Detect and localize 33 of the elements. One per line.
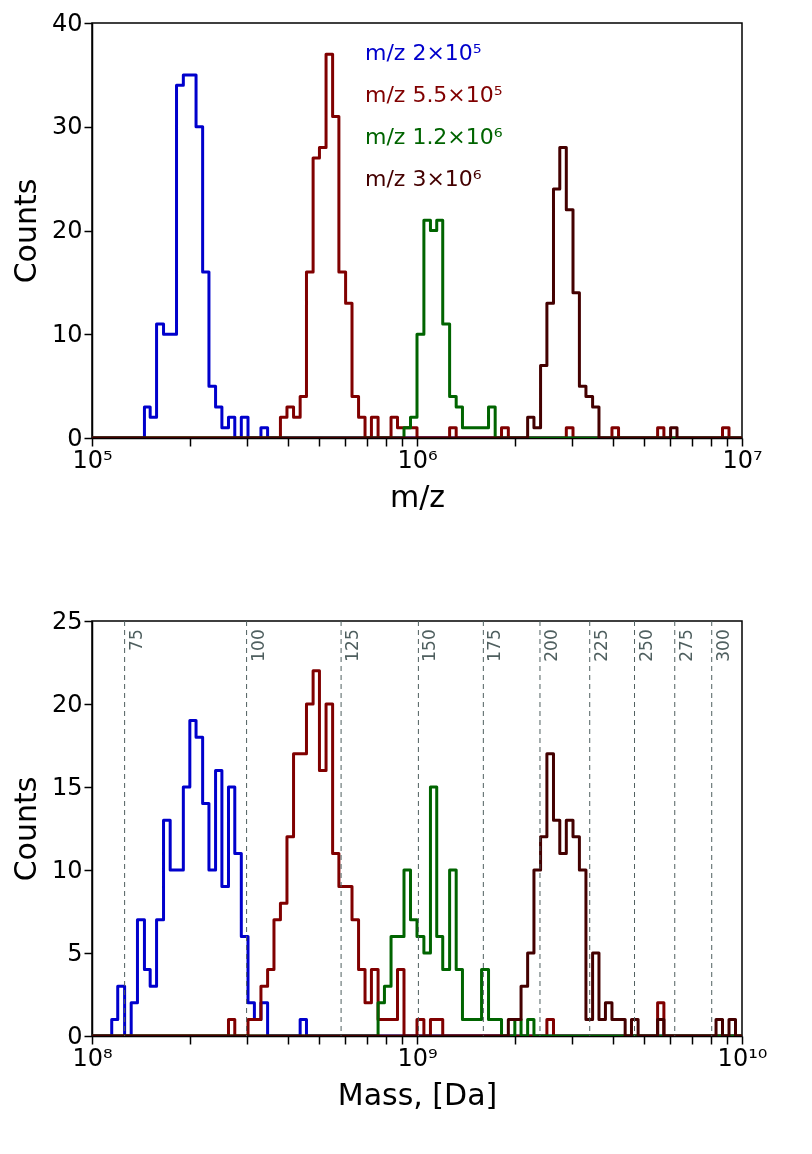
- x-tick-label: 10⁵: [72, 445, 113, 474]
- annotation: 125: [342, 629, 363, 662]
- annotation: 150: [419, 629, 440, 662]
- annotation: 75: [125, 629, 146, 651]
- text: m/z 2×10⁵: [365, 40, 482, 65]
- annotation: 200: [540, 629, 561, 662]
- y-tick-label: 15: [51, 772, 83, 801]
- annotation: 300: [712, 629, 733, 662]
- y-tick-label: 40: [51, 8, 83, 37]
- x-axis-title: Mass, [Da]: [337, 1076, 498, 1112]
- y-tick-label: 10: [51, 855, 83, 884]
- annotation: 225: [590, 629, 611, 662]
- x-tick-label: 10⁸: [72, 1043, 113, 1072]
- y-tick-label: 25: [51, 606, 83, 635]
- series-label: m/z 5.5×10⁵: [365, 82, 503, 107]
- y-tick-label: 20: [51, 216, 83, 244]
- x-tick-label: 10⁶: [397, 445, 438, 474]
- y-tick-label: 20: [51, 689, 83, 718]
- y-axis-title: Counts: [7, 178, 43, 284]
- y-tick-label: 5: [67, 938, 83, 967]
- x-tick-label: 10¹⁰: [717, 1043, 768, 1072]
- y-tick-label: 10: [51, 319, 83, 348]
- text: m/z 1.2×10⁶: [365, 124, 503, 149]
- annotation: 250: [635, 629, 656, 662]
- annotation: 100: [247, 629, 268, 662]
- y-axis-title: Counts: [7, 776, 43, 882]
- x-axis-title: m/z: [389, 478, 446, 514]
- y-tick-label: 30: [51, 112, 83, 141]
- x-tick-label: 10⁷: [722, 445, 763, 474]
- x-tick-label: 10⁹: [397, 1043, 438, 1072]
- annotation: 175: [484, 629, 505, 662]
- text: m/z 3×10⁶: [365, 166, 482, 191]
- annotation: 275: [675, 629, 696, 662]
